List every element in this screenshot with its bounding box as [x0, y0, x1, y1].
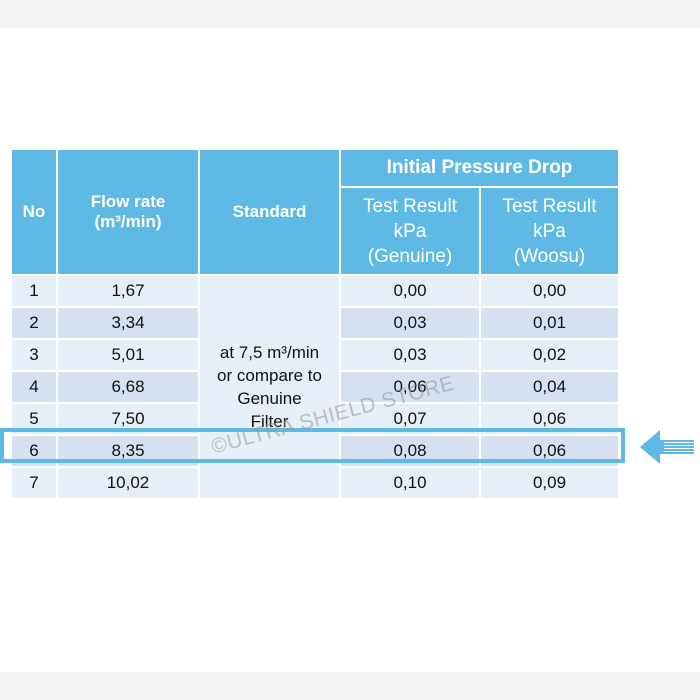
- row-genuine: 0,03: [339, 338, 481, 372]
- row-flow-rate: 5,01: [56, 338, 200, 372]
- standard-line3: Genuine: [237, 389, 302, 408]
- row-woosu: 0,01: [479, 306, 620, 340]
- header-woosu-line3: (Woosu): [513, 245, 586, 267]
- header-flow-rate-line2: (m³/min): [94, 212, 162, 231]
- standard-line2: or compare to: [217, 366, 322, 385]
- image-canvas: No Flow rate (m³/min) Standard Initial P…: [0, 28, 700, 672]
- row-woosu: 0,09: [479, 466, 620, 500]
- row-no: 7: [10, 466, 58, 500]
- row-flow-rate: 3,34: [56, 306, 200, 340]
- header-woosu-line2: kPa: [533, 220, 566, 242]
- standard-cell: at 7,5 m³/min or compare to Genuine Filt…: [198, 274, 341, 500]
- pressure-drop-table: No Flow rate (m³/min) Standard Initial P…: [10, 148, 620, 500]
- header-genuine-line2: kPa: [393, 220, 427, 242]
- header-woosu-line1: Test Result: [502, 195, 597, 217]
- header-flow-rate: Flow rate (m³/min): [56, 148, 200, 276]
- standard-line4: Filter: [250, 412, 289, 431]
- row-no: 2: [10, 306, 58, 340]
- left-arrow-icon: [640, 430, 694, 464]
- table-row: 7 10,02 0,10 0,09: [10, 466, 620, 500]
- table-row: 3 5,01 0,03 0,02: [10, 338, 620, 372]
- header-no: No: [10, 148, 58, 276]
- header-test-result-genuine: Test Result kPa (Genuine): [339, 186, 481, 276]
- row-woosu: 0,04: [479, 370, 620, 404]
- row-flow-rate: 10,02: [56, 466, 200, 500]
- row-genuine: 0,06: [339, 370, 481, 404]
- header-genuine-line1: Test Result: [363, 195, 457, 217]
- header-genuine-line3: (Genuine): [367, 245, 453, 267]
- table-row: 1 1,67 at 7,5 m³/min or compare to Genui…: [10, 274, 620, 500]
- row-flow-rate: 1,67: [56, 274, 200, 308]
- row-no: 4: [10, 370, 58, 404]
- row-woosu: 0,00: [479, 274, 620, 308]
- header-initial-pressure-drop: Initial Pressure Drop: [339, 148, 620, 188]
- table-row: 4 6,68 0,06 0,04: [10, 370, 620, 404]
- header-test-result-woosu: Test Result kPa (Woosu): [479, 186, 620, 276]
- header-flow-rate-line1: Flow rate: [90, 192, 166, 211]
- table-row: 2 3,34 0,03 0,01: [10, 306, 620, 340]
- header-standard: Standard: [198, 148, 341, 276]
- row-woosu: 0,02: [479, 338, 620, 372]
- row-genuine: 0,10: [339, 466, 481, 500]
- row-flow-rate: 6,68: [56, 370, 200, 404]
- row-no: 3: [10, 338, 58, 372]
- row-no: 1: [10, 274, 58, 308]
- row-highlight-frame: [0, 428, 625, 463]
- row-genuine: 0,03: [339, 306, 481, 340]
- row-genuine: 0,00: [339, 274, 481, 308]
- standard-line1: at 7,5 m³/min: [219, 343, 320, 362]
